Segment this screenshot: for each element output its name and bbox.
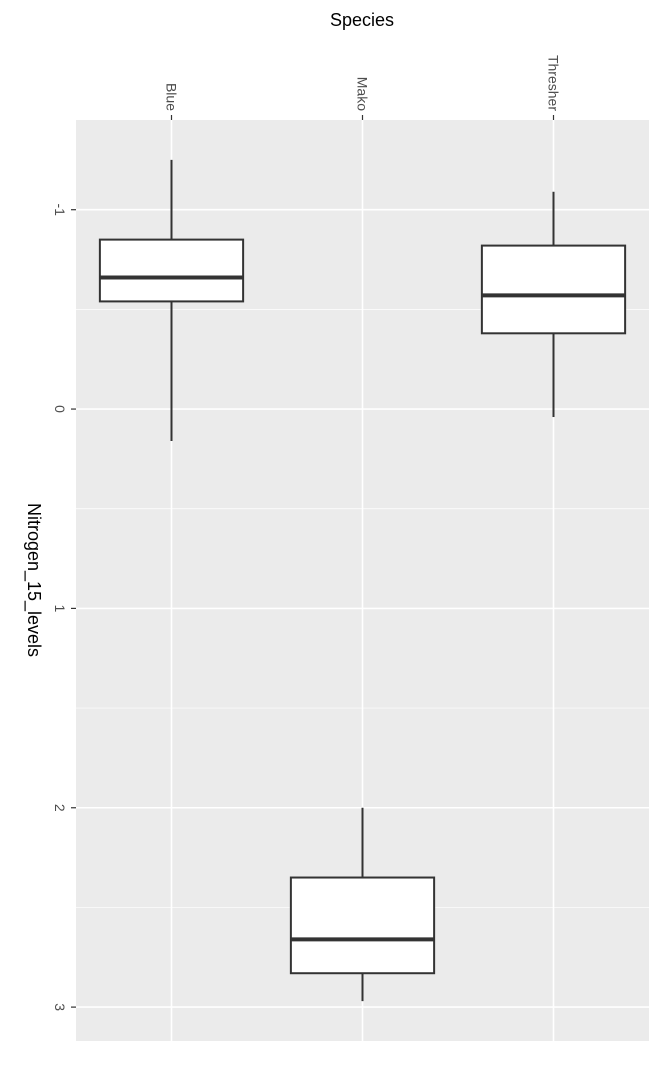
value-axis: -1 0 1 2 3 [52, 203, 76, 1011]
value-tick-label: 0 [52, 405, 68, 413]
category-tick-label: Thresher [546, 55, 562, 111]
x-axis-title: Species [330, 10, 394, 30]
boxes-layer [98, 159, 627, 1002]
box-iqr [480, 244, 627, 335]
category-tick-label: Mako [355, 77, 371, 111]
box-blue [98, 159, 245, 441]
y-axis-title: Nitrogen_15_levels [23, 503, 44, 657]
category-axis: Blue Mako Thresher [164, 55, 562, 120]
value-tick-label: -1 [52, 203, 68, 216]
box-mako [289, 807, 436, 1002]
box-iqr [289, 876, 436, 975]
value-tick-label: 3 [52, 1003, 68, 1011]
value-tick-label: 2 [52, 804, 68, 812]
category-tick-label: Blue [164, 83, 180, 111]
box-iqr [98, 238, 245, 303]
box-thresher [480, 191, 627, 418]
value-tick-label: 1 [52, 605, 68, 613]
